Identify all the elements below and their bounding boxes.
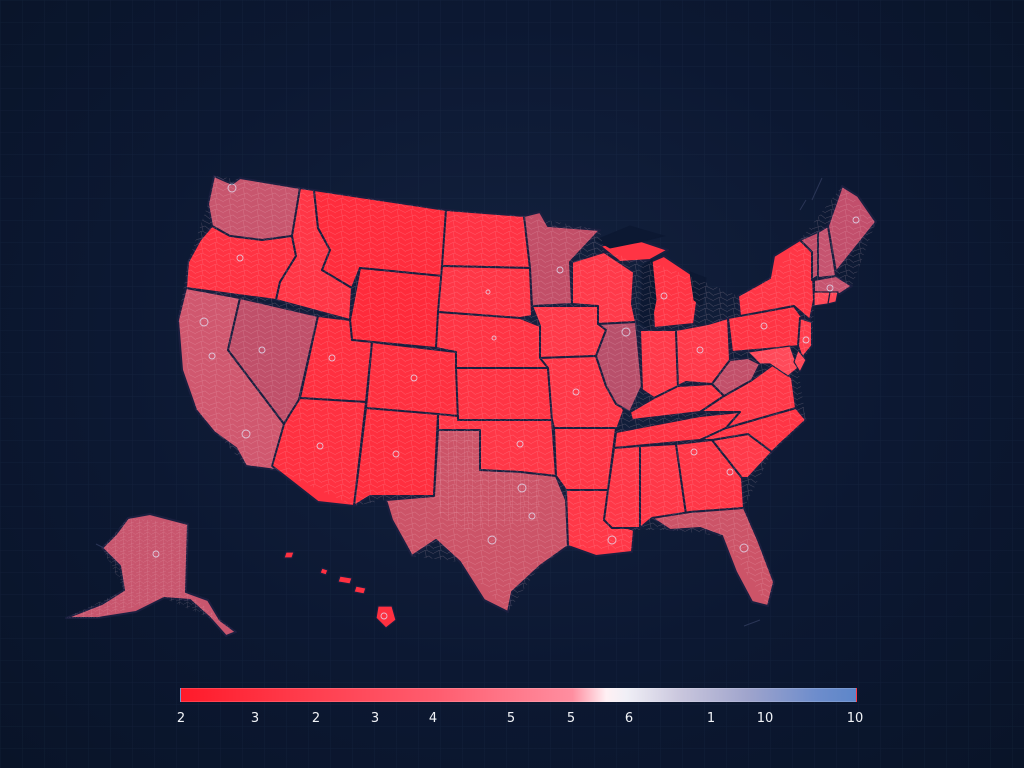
legend-tick: 4 bbox=[428, 711, 438, 726]
state-hawaii[interactable] bbox=[283, 551, 397, 629]
legend-tick: 10 bbox=[756, 711, 774, 726]
legend-tick: 10 bbox=[846, 711, 864, 726]
coastline-details bbox=[95, 177, 823, 627]
tract-texture bbox=[66, 176, 876, 632]
legend-tick: 2 bbox=[311, 711, 321, 726]
legend-tick: 2 bbox=[176, 711, 186, 726]
lake-superior bbox=[594, 225, 666, 249]
legend-tick: 5 bbox=[506, 711, 516, 726]
legend-tick: 6 bbox=[624, 711, 634, 726]
legend-tick: 1 bbox=[706, 711, 716, 726]
legend-tick: 5 bbox=[566, 711, 576, 726]
legend-tick: 3 bbox=[250, 711, 260, 726]
city-markers bbox=[152, 183, 860, 620]
legend-tick: 3 bbox=[370, 711, 380, 726]
color-scale-legend bbox=[180, 688, 857, 702]
